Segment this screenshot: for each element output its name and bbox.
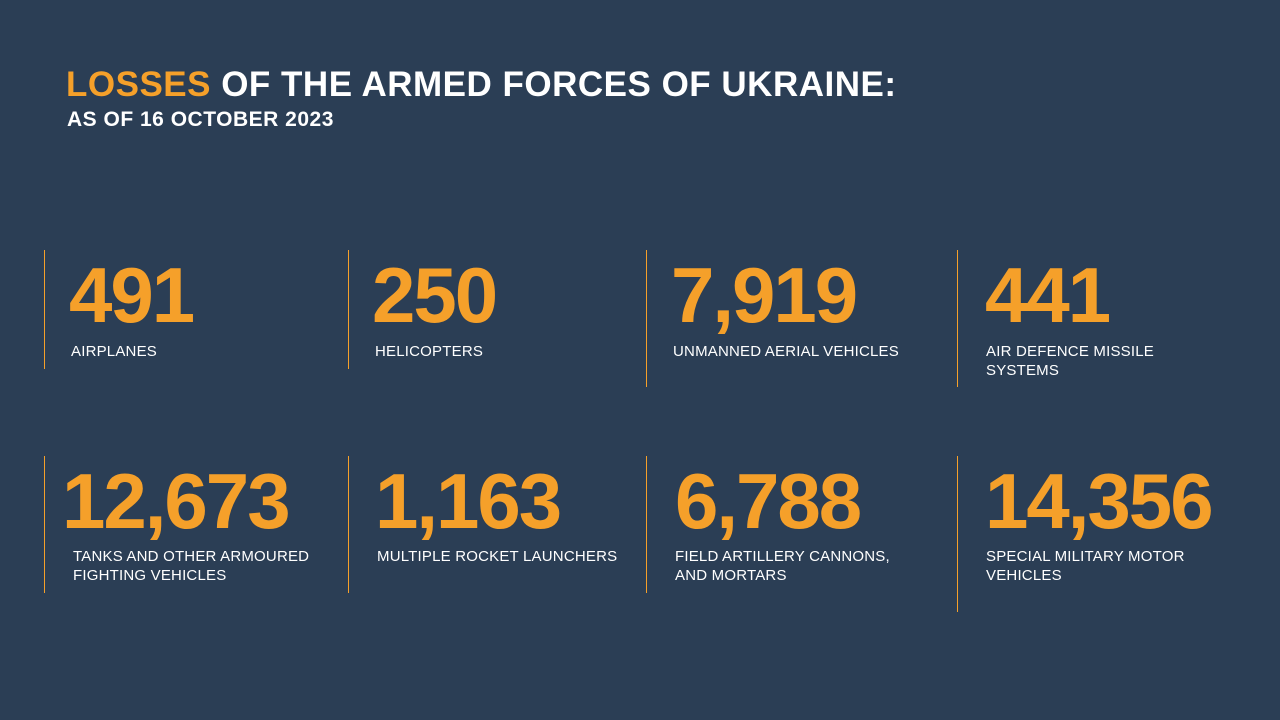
stat-label: HELICOPTERS bbox=[375, 343, 484, 360]
stat-tanks: 12,673 TANKS AND OTHER ARMOURED FIGHTING… bbox=[44, 456, 344, 593]
stat-helicopters: 250 HELICOPTERS bbox=[348, 250, 638, 369]
stat-value: 491 bbox=[69, 251, 195, 339]
stat-multiple-rocket-launchers: 1,163 MULTIPLE ROCKET LAUNCHERS bbox=[348, 456, 644, 593]
page-title: LOSSES OF THE ARMED FORCES OF UKRAINE: bbox=[66, 66, 897, 104]
stat-value: 1,163 bbox=[375, 457, 562, 545]
stat-label: MULTIPLE ROCKET LAUNCHERS bbox=[377, 548, 618, 565]
stat-unmanned-aerial-vehicles: 7,919 UNMANNED AERIAL VEHICLES bbox=[646, 250, 946, 387]
stat-value: 7,919 bbox=[671, 251, 858, 339]
stat-value: 441 bbox=[985, 251, 1111, 339]
stat-value: 250 bbox=[372, 251, 498, 339]
stat-value: 12,673 bbox=[62, 457, 291, 545]
stat-label: UNMANNED AERIAL VEHICLES bbox=[673, 343, 899, 360]
stat-airplanes: 491 AIRPLANES bbox=[44, 250, 334, 369]
stat-label: AIRPLANES bbox=[71, 343, 157, 360]
stat-air-defence-missile-systems: 441 AIR DEFENCE MISSILE SYSTEMS bbox=[957, 250, 1257, 387]
stat-value: 6,788 bbox=[675, 457, 862, 545]
stat-label: TANKS AND OTHER ARMOURED FIGHTING VEHICL… bbox=[73, 548, 310, 584]
title-accent: LOSSES bbox=[66, 65, 211, 104]
stat-label: AIR DEFENCE MISSILE SYSTEMS bbox=[986, 343, 1155, 379]
stat-field-artillery: 6,788 FIELD ARTILLERY CANNONS, AND MORTA… bbox=[646, 456, 946, 593]
stat-label: SPECIAL MILITARY MOTOR VEHICLES bbox=[986, 548, 1185, 584]
page-subtitle: AS OF 16 OCTOBER 2023 bbox=[67, 108, 334, 131]
stat-label: FIELD ARTILLERY CANNONS, AND MORTARS bbox=[675, 548, 890, 584]
stat-value: 14,356 bbox=[985, 457, 1214, 545]
header: LOSSES OF THE ARMED FORCES OF UKRAINE: A… bbox=[66, 66, 897, 132]
stat-special-military-motor-vehicles: 14,356 SPECIAL MILITARY MOTOR VEHICLES bbox=[957, 456, 1267, 612]
title-rest: OF THE ARMED FORCES OF UKRAINE: bbox=[210, 65, 897, 104]
